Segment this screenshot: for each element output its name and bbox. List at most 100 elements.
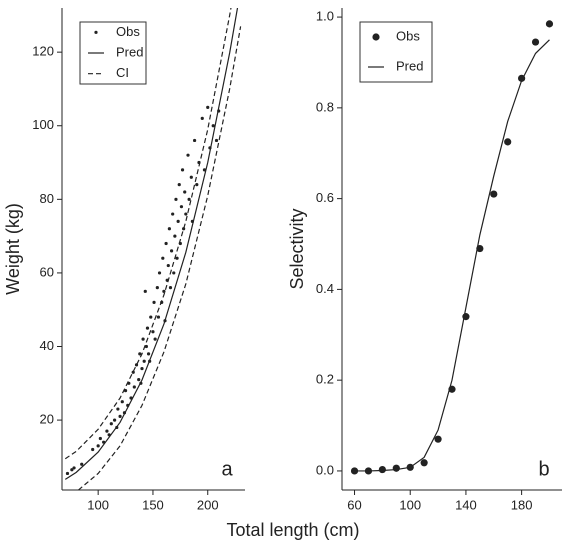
data-point bbox=[138, 352, 142, 356]
y-tick-label: 40 bbox=[40, 338, 54, 353]
data-point bbox=[189, 175, 193, 179]
y-tick-label: 120 bbox=[32, 44, 54, 59]
data-point bbox=[179, 205, 184, 209]
y-tick-label: 0.2 bbox=[316, 372, 334, 387]
data-point bbox=[132, 385, 136, 389]
data-point bbox=[531, 38, 540, 46]
data-point bbox=[164, 241, 168, 246]
data-point bbox=[109, 422, 113, 426]
y-tick-label: 1.0 bbox=[316, 9, 334, 24]
x-tick-label: 100 bbox=[87, 497, 109, 512]
data-point bbox=[137, 378, 141, 382]
data-point bbox=[183, 190, 187, 194]
data-point bbox=[149, 315, 153, 319]
data-point bbox=[378, 465, 386, 474]
panel-label: b bbox=[538, 458, 549, 480]
data-point bbox=[98, 436, 102, 441]
data-point bbox=[186, 153, 190, 157]
data-point bbox=[156, 315, 161, 319]
x-tick-label: 200 bbox=[197, 497, 219, 512]
data-point bbox=[200, 116, 204, 120]
data-point bbox=[192, 138, 197, 143]
data-point bbox=[142, 359, 146, 363]
data-point bbox=[143, 289, 147, 293]
data-point bbox=[172, 271, 176, 275]
plot-area bbox=[64, 8, 242, 490]
y-axis-title: Weight (kg) bbox=[3, 203, 23, 295]
y-tick-label: 80 bbox=[40, 191, 54, 206]
x-tick-label: 60 bbox=[347, 497, 361, 512]
data-point bbox=[162, 289, 166, 293]
x-tick-label: 180 bbox=[511, 497, 533, 512]
data-point bbox=[131, 370, 135, 374]
data-point bbox=[65, 471, 70, 476]
data-point bbox=[116, 407, 120, 411]
data-point bbox=[152, 300, 156, 304]
legend-symbol bbox=[372, 33, 380, 41]
x-axis-title: Total length (cm) bbox=[226, 520, 359, 540]
data-point bbox=[392, 464, 400, 472]
legend-label: Pred bbox=[396, 58, 423, 73]
panel: 100 150 200 20 40 60 80 100 120 Weight (kg) a Obs Pr… bbox=[3, 8, 245, 512]
data-point bbox=[166, 263, 170, 268]
data-point bbox=[545, 20, 554, 28]
data-point bbox=[171, 212, 175, 216]
data-point bbox=[155, 286, 159, 290]
data-point bbox=[112, 418, 117, 422]
data-point bbox=[169, 249, 174, 253]
panel-label: a bbox=[221, 458, 233, 480]
y-axis-title: Selectivity bbox=[287, 208, 307, 289]
data-point bbox=[141, 337, 145, 341]
data-point bbox=[490, 190, 498, 198]
ci-line bbox=[77, 26, 242, 490]
data-point bbox=[91, 447, 95, 452]
data-point bbox=[211, 124, 215, 128]
data-point bbox=[184, 212, 188, 216]
x-tick-label: 100 bbox=[399, 497, 421, 512]
data-point bbox=[151, 330, 155, 334]
data-point bbox=[504, 138, 512, 146]
data-point bbox=[153, 337, 157, 341]
y-tick-label: 0.0 bbox=[316, 462, 334, 477]
y-tick-label: 0.6 bbox=[316, 190, 334, 205]
legend: Obs Pred CI bbox=[79, 21, 147, 85]
data-point bbox=[140, 366, 144, 371]
data-point bbox=[206, 105, 210, 109]
panel: 60 100 140 180 0.0 0.2 0.4 0.6 0.8 1.0 Selectivity… bbox=[287, 8, 562, 512]
data-point bbox=[187, 197, 191, 201]
data-point bbox=[161, 256, 165, 260]
data-point bbox=[214, 138, 219, 143]
data-point bbox=[434, 435, 442, 443]
y-tick-label: 60 bbox=[40, 264, 54, 279]
data-point bbox=[177, 183, 181, 187]
data-point bbox=[157, 271, 162, 275]
data-point bbox=[146, 352, 151, 356]
data-point bbox=[173, 234, 177, 238]
line bbox=[64, 8, 239, 480]
legend-box bbox=[359, 21, 433, 83]
data-point bbox=[176, 219, 180, 224]
data-point bbox=[105, 429, 109, 433]
plot-area bbox=[350, 20, 554, 475]
line bbox=[354, 39, 550, 472]
data-point bbox=[175, 256, 179, 260]
y-tick-label: 0.8 bbox=[316, 99, 334, 114]
x-tick-label: 150 bbox=[142, 497, 164, 512]
ci-line bbox=[64, 8, 232, 460]
y-tick-label: 20 bbox=[40, 412, 54, 427]
data-point bbox=[145, 326, 150, 330]
legend-label: Pred bbox=[116, 44, 143, 59]
data-point bbox=[70, 468, 74, 472]
legend-label: Obs bbox=[396, 28, 420, 43]
data-point bbox=[420, 459, 428, 467]
data-point bbox=[168, 286, 173, 290]
y-tick-label: 100 bbox=[32, 117, 54, 132]
data-point bbox=[180, 168, 185, 172]
data-point bbox=[174, 197, 178, 201]
data-point bbox=[120, 400, 124, 404]
data-point bbox=[72, 466, 76, 470]
legend-label: CI bbox=[116, 65, 129, 80]
data-point bbox=[96, 444, 100, 448]
x-tick-label: 140 bbox=[455, 497, 477, 512]
